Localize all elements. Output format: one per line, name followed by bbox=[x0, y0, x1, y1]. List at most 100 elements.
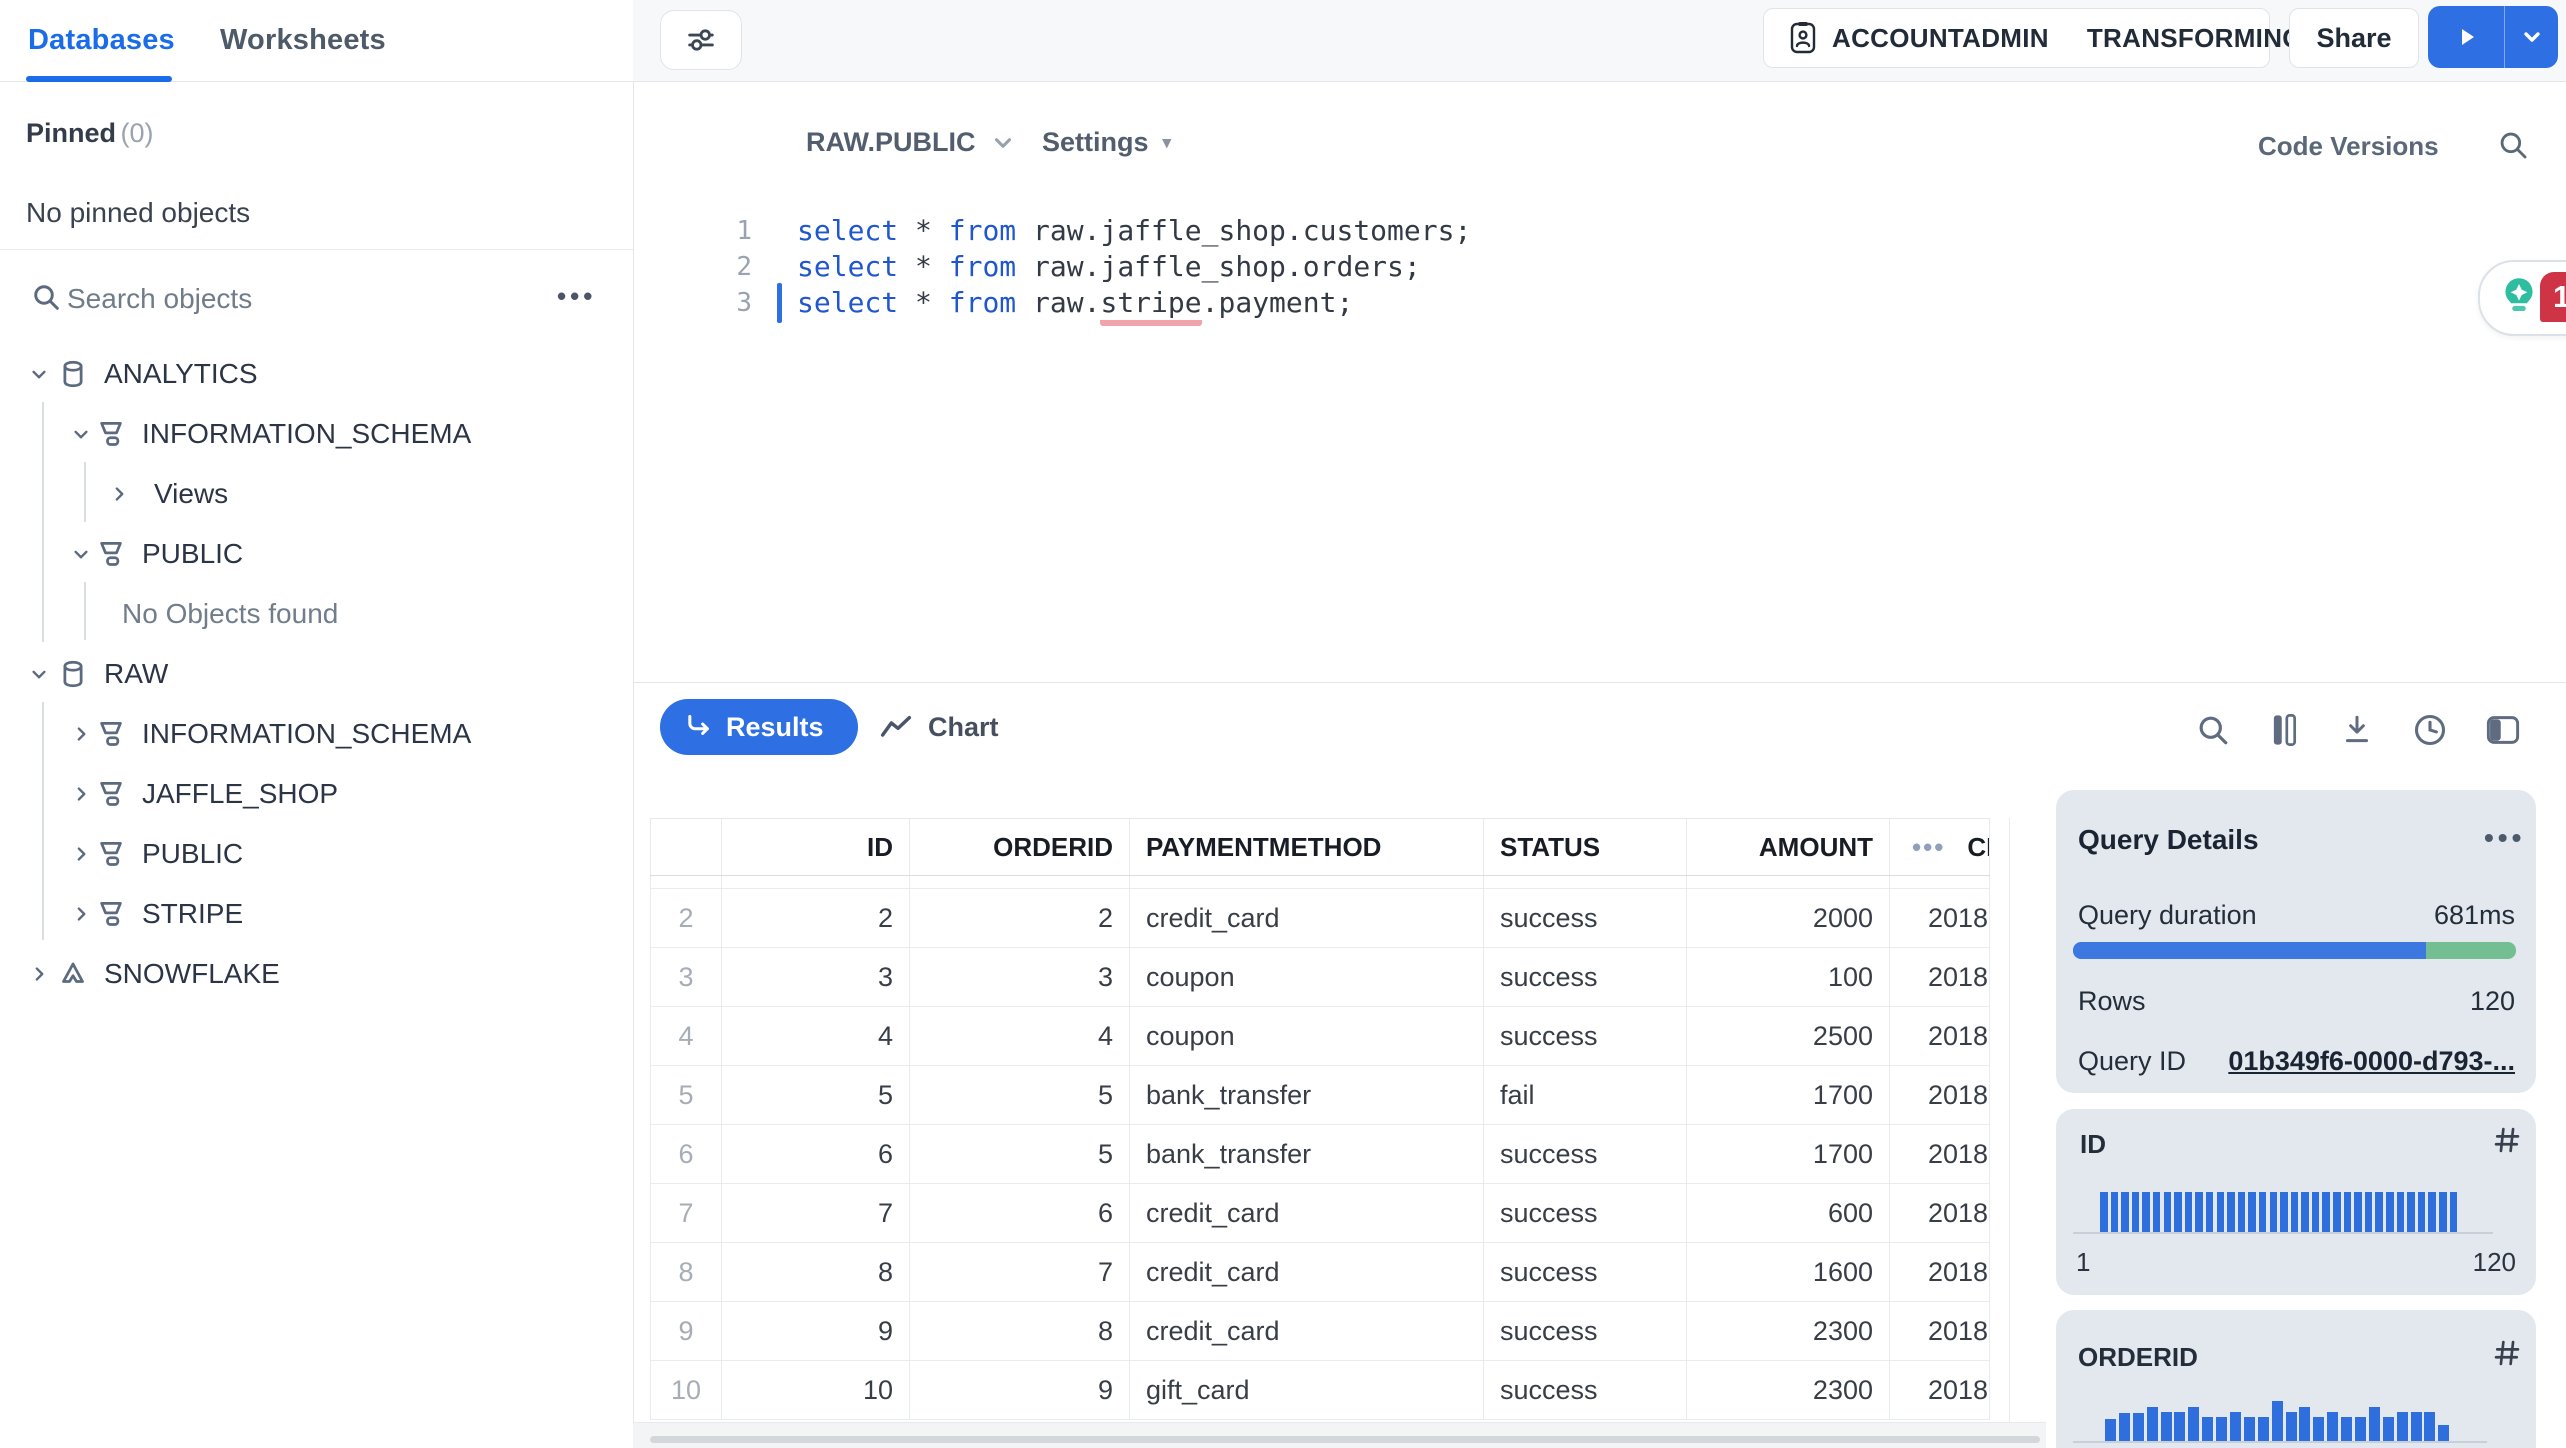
histogram-bar bbox=[2368, 1407, 2380, 1441]
column-header-id[interactable]: ID bbox=[722, 819, 910, 875]
cell: 8 bbox=[910, 1302, 1130, 1360]
histogram-bar bbox=[2449, 1192, 2458, 1232]
code-versions-button[interactable]: Code Versions bbox=[2258, 131, 2439, 161]
schema-context-dropdown[interactable]: RAW.PUBLIC bbox=[806, 127, 1016, 158]
search-objects-input[interactable]: Search objects bbox=[67, 283, 253, 314]
cell: 5 bbox=[650, 1066, 722, 1124]
cell: 2018- bbox=[1890, 1243, 1990, 1301]
error-underlined-token: stripe bbox=[1100, 286, 1202, 326]
tree-item-information-schema[interactable]: INFORMATION_SCHEMA bbox=[0, 704, 633, 764]
chevron-down-icon[interactable] bbox=[68, 421, 94, 447]
schema-icon bbox=[96, 539, 126, 569]
histogram-bar bbox=[2410, 1412, 2422, 1441]
cell: 10 bbox=[722, 1361, 910, 1419]
cell: 7 bbox=[722, 1184, 910, 1242]
chevron-down-icon[interactable] bbox=[68, 541, 94, 567]
run-button[interactable] bbox=[2428, 6, 2505, 68]
sidebar-more-menu[interactable]: ••• bbox=[557, 281, 597, 311]
play-icon bbox=[2462, 29, 2474, 45]
tree-item-raw[interactable]: RAW bbox=[0, 644, 633, 704]
tree-item-public[interactable]: PUBLIC bbox=[0, 824, 633, 884]
results-search-icon[interactable] bbox=[2193, 710, 2233, 750]
chevron-right-icon[interactable] bbox=[68, 901, 94, 927]
editor-search-icon[interactable] bbox=[2496, 128, 2530, 162]
numeric-column-icon[interactable] bbox=[2490, 1336, 2524, 1370]
rows-label: Rows bbox=[2078, 986, 2146, 1016]
columns-icon[interactable] bbox=[2264, 710, 2304, 750]
chevron-right-icon[interactable] bbox=[68, 781, 94, 807]
numeric-column-icon[interactable] bbox=[2490, 1123, 2524, 1157]
cell: 3 bbox=[910, 948, 1130, 1006]
column-header-paymentmethod[interactable]: PAYMENTMETHOD bbox=[1130, 819, 1484, 875]
tab-databases[interactable]: Databases bbox=[28, 24, 175, 56]
histogram-bar bbox=[2301, 1192, 2309, 1232]
split-panel-icon[interactable] bbox=[2483, 710, 2523, 750]
chevron-right-icon[interactable] bbox=[26, 961, 52, 987]
tree-item-public[interactable]: PUBLIC bbox=[0, 524, 633, 584]
column-header-rownum[interactable] bbox=[650, 819, 722, 875]
histogram-bar bbox=[2142, 1192, 2150, 1232]
tree-item-stripe[interactable]: STRIPE bbox=[0, 884, 633, 944]
horizontal-scrollbar-thumb[interactable] bbox=[650, 1436, 2040, 1443]
tree-item-analytics[interactable]: ANALYTICS bbox=[0, 344, 633, 404]
chevron-down-icon[interactable] bbox=[26, 661, 52, 687]
cell: success bbox=[1484, 1243, 1687, 1301]
chevron-right-icon[interactable] bbox=[68, 841, 94, 867]
run-options-button[interactable] bbox=[2505, 6, 2558, 68]
chevron-right-icon[interactable] bbox=[68, 721, 94, 747]
cell: 100 bbox=[1687, 948, 1890, 1006]
histogram-bar bbox=[2417, 1192, 2426, 1232]
tree-item-views[interactable]: Views bbox=[0, 464, 633, 524]
tab-worksheets[interactable]: Worksheets bbox=[220, 24, 386, 56]
column-header-status[interactable]: STATUS bbox=[1484, 819, 1687, 875]
settings-dropdown[interactable]: Settings ▾ bbox=[1042, 127, 1172, 157]
history-icon[interactable] bbox=[2410, 710, 2450, 750]
horizontal-scrollbar-track[interactable] bbox=[633, 1422, 2046, 1448]
histogram-bar bbox=[2439, 1192, 2447, 1232]
query-details-menu[interactable]: ••• bbox=[2484, 822, 2526, 853]
column-header-created[interactable]: •••CREATED bbox=[1890, 819, 1990, 875]
tree-item-snowflake[interactable]: SNOWFLAKE bbox=[0, 944, 633, 1004]
download-icon[interactable] bbox=[2337, 710, 2377, 750]
chevron-right-icon[interactable] bbox=[106, 481, 132, 507]
histogram-bar bbox=[2299, 1407, 2311, 1441]
cell: 5 bbox=[722, 1066, 910, 1124]
tree-item-information-schema[interactable]: INFORMATION_SCHEMA bbox=[0, 404, 633, 464]
column-menu-icon[interactable]: ••• bbox=[1912, 831, 1946, 862]
sql-editor[interactable]: 1 select * from raw.jaffle_shop.customers… bbox=[0, 213, 1900, 353]
schema-icon bbox=[96, 419, 126, 449]
worksheet-filters-button[interactable] bbox=[660, 10, 742, 70]
context-selector-button[interactable]: ACCOUNTADMIN TRANSFORMING bbox=[1763, 8, 2302, 68]
id-max-label: 120 bbox=[2472, 1247, 2516, 1277]
results-table[interactable]: IDORDERIDPAYMENTMETHODSTATUSAMOUNT•••CRE… bbox=[650, 818, 1990, 1422]
chevron-down-icon[interactable] bbox=[26, 361, 52, 387]
tree-item-jaffle-shop[interactable]: JAFFLE_SHOP bbox=[0, 764, 633, 824]
tab-results[interactable]: Results bbox=[660, 699, 858, 755]
code-line-2: select * from raw.jaffle_shop.orders; bbox=[797, 250, 1421, 283]
column-header-amount[interactable]: AMOUNT bbox=[1687, 819, 1890, 875]
database-icon bbox=[58, 659, 88, 689]
histogram-bar bbox=[2152, 1192, 2161, 1232]
tree-item-label: No Objects found bbox=[122, 598, 339, 629]
query-id-link[interactable]: 01b349f6-0000-d793-... bbox=[2228, 1046, 2515, 1076]
active-tab-underline bbox=[26, 76, 172, 82]
tab-chart[interactable]: Chart bbox=[880, 699, 999, 755]
histogram-bar bbox=[2110, 1192, 2119, 1232]
results-arrow-icon bbox=[688, 714, 709, 735]
column-header-orderid[interactable]: ORDERID bbox=[910, 819, 1130, 875]
share-button[interactable]: Share bbox=[2289, 8, 2419, 68]
copilot-issue-badge[interactable]: 1 bbox=[2540, 272, 2566, 322]
pinned-empty-text: No pinned objects bbox=[26, 197, 251, 228]
code-line-1: select * from raw.jaffle_shop.customers; bbox=[797, 214, 1472, 247]
id-histogram-bars bbox=[2100, 1192, 2460, 1232]
